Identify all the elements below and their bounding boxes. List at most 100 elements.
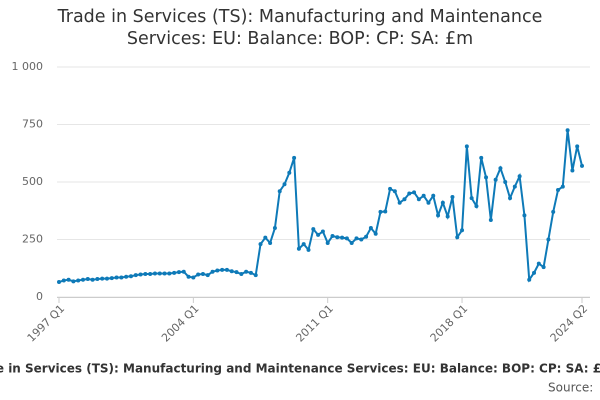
data-point (61, 278, 66, 283)
data-point (368, 226, 373, 230)
data-point (484, 175, 489, 180)
data-point (205, 273, 210, 278)
data-point (565, 128, 570, 133)
data-point (488, 217, 493, 222)
data-point (325, 240, 330, 245)
data-point (109, 276, 114, 281)
data-point (287, 170, 292, 175)
data-point (556, 188, 561, 193)
source: Source: (548, 381, 593, 395)
data-point (148, 272, 153, 276)
data-point (450, 194, 455, 199)
data-point (541, 265, 546, 270)
data-point (220, 267, 225, 272)
x-tick-label: 2004 Q1 (159, 302, 202, 345)
data-point (560, 184, 565, 189)
data-point (215, 268, 220, 273)
data-point (335, 235, 340, 240)
data-point (440, 200, 445, 205)
data-point (344, 236, 349, 241)
data-point (119, 275, 124, 280)
data-point (248, 270, 253, 275)
data-point (493, 177, 498, 182)
data-point (128, 274, 133, 279)
series-line (58, 130, 583, 283)
data-point (100, 276, 105, 281)
data-point (320, 229, 325, 234)
data-point (522, 213, 527, 218)
data-point (196, 272, 201, 277)
data-point (580, 163, 584, 168)
data-point (301, 242, 306, 247)
data-point (407, 191, 412, 196)
data-point (455, 235, 460, 240)
data-point (551, 209, 556, 214)
data-point (152, 271, 157, 276)
data-point (162, 271, 167, 276)
data-point (426, 200, 431, 205)
data-point (277, 189, 282, 194)
data-point (57, 280, 61, 285)
data-point (412, 190, 417, 195)
data-point (388, 186, 393, 191)
chart-title: Trade in Services (TS): Manufacturing an… (57, 7, 543, 49)
data-point (536, 261, 541, 266)
data-point (512, 184, 517, 189)
data-point (133, 273, 138, 278)
data-point (272, 226, 277, 230)
data-point (340, 235, 345, 240)
data-point (95, 277, 100, 282)
data-point (402, 197, 407, 202)
data-point (176, 270, 181, 275)
data-point (373, 231, 378, 236)
data-point (532, 270, 537, 275)
data-point (503, 180, 508, 184)
y-tick-label: 0 (36, 290, 43, 303)
data-point (80, 277, 85, 282)
data-point (306, 247, 311, 252)
data-point (527, 277, 532, 282)
data-point (253, 273, 258, 278)
data-point (445, 214, 450, 219)
data-point (349, 240, 354, 245)
data-point (364, 234, 369, 239)
y-tick-label: 750 (22, 118, 43, 131)
data-point (508, 196, 513, 201)
data-point (138, 272, 143, 277)
data-point (143, 272, 148, 276)
data-point (90, 277, 95, 282)
data-point (416, 197, 421, 202)
data-point (239, 272, 244, 276)
data-point (292, 155, 297, 160)
data-point (167, 271, 172, 276)
data-point (421, 193, 426, 198)
data-point (186, 274, 191, 279)
data-point (258, 242, 263, 247)
x-tick-label: 2011 Q1 (293, 302, 336, 345)
y-tick-label: 1 000 (12, 60, 44, 73)
data-point (157, 271, 162, 276)
x-tick-label: 1997 Q1 (25, 302, 68, 345)
data-point (124, 274, 129, 279)
data-point (234, 270, 239, 275)
data-point (359, 237, 364, 242)
data-point (330, 234, 335, 239)
data-point (460, 228, 465, 233)
data-point (517, 174, 522, 179)
data-point (316, 232, 321, 237)
y-tick-label: 500 (22, 175, 43, 188)
footer-title: Trade in Services (TS): Manufacturing an… (0, 362, 600, 376)
data-point (114, 275, 119, 280)
data-point (436, 213, 441, 218)
data-point (575, 144, 580, 149)
data-point (181, 269, 186, 274)
data-point (464, 144, 469, 149)
data-point (229, 269, 234, 274)
data-point (378, 209, 383, 214)
data-point (76, 278, 81, 283)
data-point (268, 240, 273, 245)
data-point (263, 235, 268, 240)
data-point (191, 275, 196, 280)
